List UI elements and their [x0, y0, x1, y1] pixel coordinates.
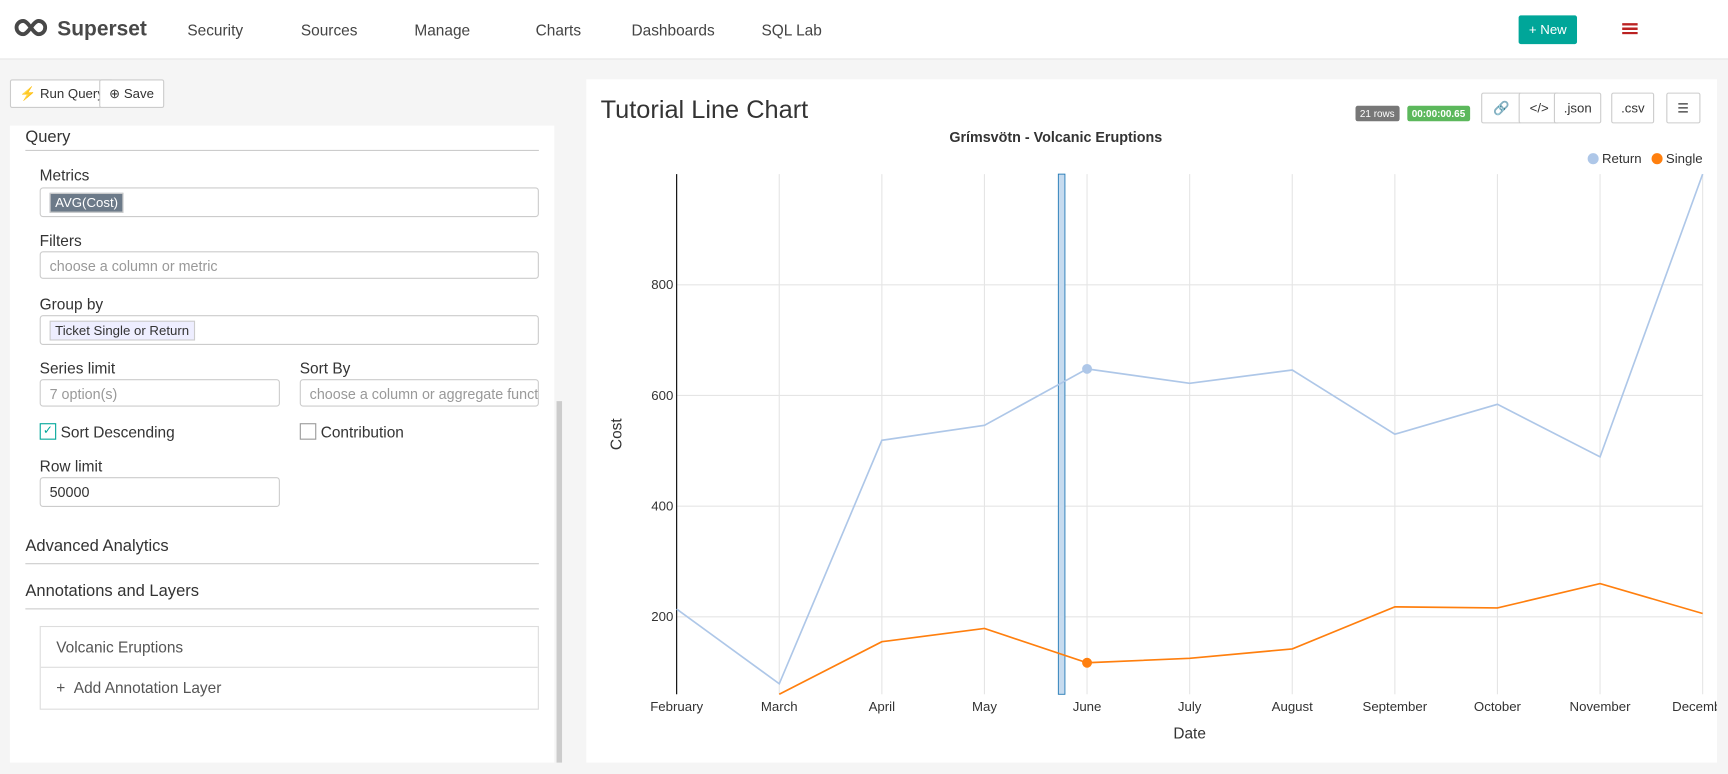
control-panel: Query Metrics AVG(Cost) Filters choose a… — [9, 125, 555, 763]
run-label: Run Query — [39, 85, 104, 102]
x-tick-label: August — [1272, 699, 1313, 714]
new-label: New — [1540, 22, 1567, 38]
save-label: Save — [123, 85, 155, 102]
menu-button[interactable]: ☰ — [1666, 92, 1701, 124]
divider — [25, 563, 539, 565]
label: Series limit — [39, 359, 116, 377]
section-title[interactable]: Advanced Analytics — [25, 536, 169, 556]
new-button[interactable]: + New — [1518, 15, 1578, 45]
chart-name: Tutorial Line Chart — [600, 94, 809, 124]
annotation-band — [1057, 173, 1066, 695]
section-title[interactable]: Annotations and Layers — [25, 581, 200, 601]
metrics-select[interactable]: AVG(Cost) — [39, 187, 539, 218]
y-tick-label: 600 — [651, 388, 673, 403]
query-time: 00:00:00.65 — [1407, 105, 1470, 122]
label: Sort By — [299, 359, 351, 377]
nav-item[interactable]: Sources — [300, 20, 358, 39]
hover-point — [1082, 657, 1093, 668]
x-tick-label: December — [1672, 699, 1717, 714]
logo — [14, 19, 48, 37]
add-layer[interactable]: + Add Annotation Layer — [56, 678, 222, 697]
run-query-button[interactable]: ⚡ Run Query — [9, 79, 114, 108]
x-tick-label: March — [761, 699, 798, 714]
filters-select[interactable]: choose a column or metric — [39, 251, 539, 279]
divider — [25, 149, 539, 151]
group-tag: Ticket Single or Return — [49, 320, 195, 341]
legend-label: Single — [1666, 151, 1703, 166]
checkbox[interactable]: ✓ — [39, 423, 57, 440]
x-tick-label: October — [1474, 699, 1522, 714]
save-button[interactable]: ⊕ Save — [99, 79, 164, 108]
scrollbar[interactable] — [556, 401, 563, 763]
embed-button[interactable]: </> — [1518, 92, 1560, 124]
y-tick-label: 200 — [651, 609, 673, 624]
row-limit-select[interactable]: 50000 — [39, 477, 280, 507]
metric-tag: AVG(Cost) — [49, 192, 124, 213]
x-tick-label: July — [1178, 699, 1202, 714]
x-tick-label: May — [972, 699, 997, 714]
label: Group by — [39, 295, 104, 313]
checkbox[interactable] — [299, 423, 317, 440]
x-tick-label: June — [1073, 699, 1102, 714]
csv-button[interactable]: .csv — [1611, 92, 1655, 124]
nav-item[interactable]: Dashboards — [631, 20, 715, 39]
label: Filters — [39, 231, 82, 250]
group-by-select[interactable]: Ticket Single or Return — [39, 315, 539, 345]
brand[interactable]: Superset — [57, 17, 147, 41]
y-tick-label: 800 — [651, 277, 673, 292]
link-button[interactable]: 🔗 — [1481, 92, 1522, 124]
divider — [25, 608, 539, 610]
add-label: Add Annotation Layer — [73, 678, 222, 697]
nav-item[interactable]: Security — [187, 20, 244, 39]
x-tick-label: April — [869, 699, 896, 714]
chart: Grímsvötn - Volcanic Eruptions 200 400 600 8… — [609, 130, 1717, 742]
language-flag[interactable] — [1622, 23, 1638, 35]
x-tick-label: February — [650, 699, 703, 714]
divider — [40, 666, 538, 668]
nav-item[interactable]: SQL Lab — [761, 20, 822, 39]
json-button[interactable]: .json — [1553, 92, 1602, 124]
x-tick-label: November — [1570, 699, 1632, 714]
legend-marker — [1587, 153, 1599, 165]
navbar: Superset Security Sources Manage Charts … — [0, 0, 1728, 60]
sort-by-select[interactable]: choose a column or aggregate function — [299, 379, 539, 407]
layer-item[interactable]: Volcanic Eruptions — [56, 638, 184, 656]
section-title[interactable]: Query — [25, 127, 71, 147]
series-line — [676, 173, 1704, 686]
left-panel: ⚡ Run Query ⊕ Save Query Metrics AVG(Cos… — [0, 59, 574, 774]
series-limit-select[interactable]: 7 option(s) — [39, 379, 280, 407]
y-axis-label: Cost — [609, 418, 626, 450]
x-axis-label: Date — [1173, 725, 1206, 742]
row-count: 21 rows — [1355, 105, 1400, 122]
layer-list: Volcanic Eruptions + Add Annotation Laye… — [39, 625, 539, 710]
y-tick-label: 400 — [651, 499, 673, 514]
x-tick-label: September — [1363, 699, 1428, 714]
label: Row limit — [39, 457, 103, 475]
nav-item[interactable]: Manage — [414, 20, 471, 39]
legend-marker — [1651, 153, 1663, 165]
series-line — [778, 582, 1703, 696]
hover-point — [1082, 363, 1093, 374]
chart-title: Grímsvötn - Volcanic Eruptions — [949, 130, 1162, 146]
label: Sort Descending — [60, 423, 175, 441]
nav-item[interactable]: Charts — [535, 20, 582, 39]
legend-label: Return — [1602, 151, 1642, 166]
label: Contribution — [320, 423, 404, 441]
label: Metrics — [39, 166, 90, 185]
